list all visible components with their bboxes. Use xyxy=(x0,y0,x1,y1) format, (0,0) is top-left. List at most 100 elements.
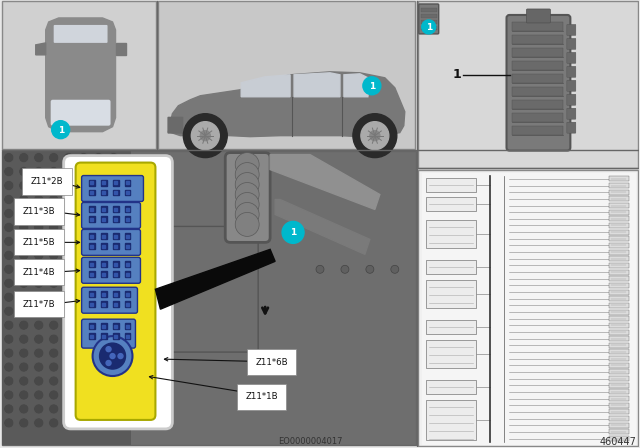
Circle shape xyxy=(366,265,374,273)
Circle shape xyxy=(236,193,259,216)
Bar xyxy=(113,190,118,195)
FancyBboxPatch shape xyxy=(82,229,140,255)
Bar xyxy=(426,400,476,440)
FancyBboxPatch shape xyxy=(567,80,576,91)
FancyBboxPatch shape xyxy=(2,151,416,445)
Circle shape xyxy=(4,306,14,316)
Circle shape xyxy=(93,264,104,274)
Circle shape xyxy=(63,362,74,372)
FancyBboxPatch shape xyxy=(419,4,438,34)
Circle shape xyxy=(19,278,29,288)
Bar xyxy=(125,180,131,185)
Circle shape xyxy=(100,343,125,369)
Text: Z11*2B: Z11*2B xyxy=(31,177,63,186)
Circle shape xyxy=(109,334,118,344)
Bar xyxy=(125,271,131,277)
Bar xyxy=(609,270,629,275)
Bar xyxy=(114,218,117,221)
Circle shape xyxy=(34,306,44,316)
Circle shape xyxy=(63,348,74,358)
Bar xyxy=(113,216,118,222)
Circle shape xyxy=(34,376,44,386)
Circle shape xyxy=(63,181,74,190)
Circle shape xyxy=(93,306,104,316)
Circle shape xyxy=(52,121,70,138)
Bar xyxy=(609,216,629,221)
Text: Z11*3B: Z11*3B xyxy=(23,207,56,216)
Bar xyxy=(609,263,629,268)
Bar xyxy=(102,218,105,221)
Circle shape xyxy=(79,194,88,204)
Circle shape xyxy=(34,362,44,372)
Bar xyxy=(609,183,629,188)
Bar xyxy=(125,261,131,267)
Circle shape xyxy=(19,348,29,358)
Circle shape xyxy=(93,181,104,190)
Bar xyxy=(609,330,629,335)
Bar xyxy=(102,263,105,266)
Bar xyxy=(609,343,629,348)
Circle shape xyxy=(4,278,14,288)
Bar xyxy=(100,243,106,250)
Bar xyxy=(100,261,106,267)
Polygon shape xyxy=(45,18,116,132)
Bar xyxy=(609,296,629,301)
Circle shape xyxy=(34,320,44,330)
Circle shape xyxy=(109,222,118,233)
FancyBboxPatch shape xyxy=(418,1,638,168)
Circle shape xyxy=(19,153,29,163)
Circle shape xyxy=(19,320,29,330)
Polygon shape xyxy=(294,73,340,97)
FancyBboxPatch shape xyxy=(511,61,563,70)
Bar xyxy=(126,303,129,306)
Text: 1: 1 xyxy=(426,23,432,32)
Bar xyxy=(102,303,105,306)
Bar xyxy=(88,243,95,250)
Circle shape xyxy=(49,404,59,414)
Circle shape xyxy=(19,208,29,219)
Circle shape xyxy=(236,163,259,186)
FancyBboxPatch shape xyxy=(420,14,436,18)
Text: 1: 1 xyxy=(369,82,375,91)
Bar xyxy=(426,320,476,334)
Circle shape xyxy=(49,348,59,358)
Bar xyxy=(609,243,629,248)
Circle shape xyxy=(63,278,74,288)
Circle shape xyxy=(34,167,44,177)
Circle shape xyxy=(4,320,14,330)
Circle shape xyxy=(93,390,104,400)
Text: Z11*5B: Z11*5B xyxy=(23,238,56,247)
Circle shape xyxy=(236,212,259,237)
Circle shape xyxy=(19,237,29,246)
FancyBboxPatch shape xyxy=(2,1,156,149)
Circle shape xyxy=(93,362,104,372)
Bar xyxy=(90,325,93,327)
Circle shape xyxy=(4,264,14,274)
FancyBboxPatch shape xyxy=(567,122,576,133)
FancyBboxPatch shape xyxy=(511,22,563,31)
Bar xyxy=(426,198,476,211)
Bar xyxy=(90,191,93,194)
FancyBboxPatch shape xyxy=(82,176,143,202)
Polygon shape xyxy=(156,250,275,309)
Bar xyxy=(102,208,105,211)
Circle shape xyxy=(4,181,14,190)
Circle shape xyxy=(93,404,104,414)
Circle shape xyxy=(63,264,74,274)
Circle shape xyxy=(49,418,59,428)
Circle shape xyxy=(93,334,104,344)
FancyBboxPatch shape xyxy=(2,151,131,445)
FancyBboxPatch shape xyxy=(511,35,563,44)
Circle shape xyxy=(191,122,220,150)
Circle shape xyxy=(79,306,88,316)
FancyBboxPatch shape xyxy=(511,100,563,109)
Bar xyxy=(100,190,106,195)
Bar xyxy=(609,289,629,294)
Polygon shape xyxy=(116,43,125,55)
Circle shape xyxy=(63,194,74,204)
Circle shape xyxy=(63,153,74,163)
Bar xyxy=(113,207,118,212)
Bar xyxy=(113,233,118,239)
Circle shape xyxy=(79,376,88,386)
Circle shape xyxy=(49,153,59,163)
